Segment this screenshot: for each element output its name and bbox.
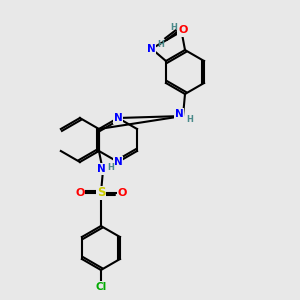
- Text: S: S: [97, 187, 105, 200]
- Text: H: H: [187, 115, 194, 124]
- Text: N: N: [177, 26, 186, 36]
- Text: N: N: [114, 157, 122, 167]
- Text: O: O: [75, 188, 85, 198]
- Text: N: N: [97, 164, 105, 174]
- Text: N: N: [147, 44, 156, 54]
- Text: Cl: Cl: [95, 282, 106, 292]
- Text: O: O: [179, 25, 188, 35]
- Text: N: N: [114, 113, 122, 123]
- Text: H: H: [157, 40, 164, 49]
- Text: H: H: [170, 23, 177, 32]
- Text: O: O: [117, 188, 127, 198]
- Text: H: H: [107, 163, 114, 172]
- Text: N: N: [175, 109, 183, 119]
